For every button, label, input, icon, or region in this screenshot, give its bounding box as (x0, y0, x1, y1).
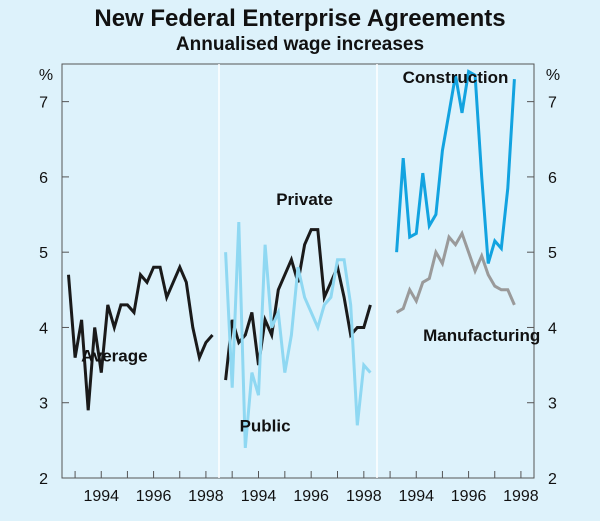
y-tick-label-left: 3 (39, 396, 48, 413)
x-tick-label: 1994 (241, 488, 277, 505)
y-tick-label-left: 4 (39, 320, 48, 337)
y-tick-label-left: 5 (39, 245, 48, 262)
series-label-manufacturing: Manufacturing (423, 326, 540, 345)
x-tick-label: 1994 (398, 488, 434, 505)
chart-subtitle: Annualised wage increases (175, 34, 425, 55)
y-tick-label-right: 6 (548, 170, 557, 187)
y-tick-label-left: 2 (39, 471, 48, 488)
x-tick-label: 1996 (293, 488, 329, 505)
y-tick-label-right: 5 (548, 245, 557, 262)
x-tick-label: 1998 (188, 488, 224, 505)
x-tick-label: 1996 (451, 488, 487, 505)
y-tick-label-right: 3 (548, 396, 557, 413)
y-tick-label-right: 7 (548, 95, 557, 112)
chart-title: New Federal Enterprise Agreements (94, 5, 506, 32)
plot-border (61, 63, 535, 479)
y-unit-left: % (39, 67, 53, 84)
series-label-private: Private (276, 190, 333, 209)
series-line-private (224, 228, 372, 381)
y-tick-label-right: 4 (548, 320, 557, 337)
series-label-public: Public (240, 416, 291, 435)
series-line-construction (395, 69, 516, 264)
x-tick-label: 1998 (503, 488, 539, 505)
y-tick-label-right: 2 (548, 471, 557, 488)
series-line-average (67, 263, 214, 411)
series-line-manufacturing (395, 229, 516, 314)
series-line-public (224, 222, 372, 449)
chart-frame (61, 63, 535, 479)
x-tick-label: 1998 (346, 488, 382, 505)
y-tick-label-left: 6 (39, 170, 48, 187)
series-label-construction: Construction (403, 68, 509, 87)
chart-axes: 2 2 3 3 4 4 5 5 6 6 7 7% % 1994 1996 1998 1994 1996 1998 19… (39, 67, 560, 505)
y-unit-right: % (546, 67, 560, 84)
x-tick-label: 1994 (83, 488, 119, 505)
x-tick-label: 1996 (136, 488, 172, 505)
chart-series-labels: Average Private Public Construction Manufact… (81, 68, 540, 436)
series-label-average: Average (81, 346, 147, 365)
chart-marks (67, 69, 516, 449)
y-tick-label-left: 7 (39, 95, 48, 112)
